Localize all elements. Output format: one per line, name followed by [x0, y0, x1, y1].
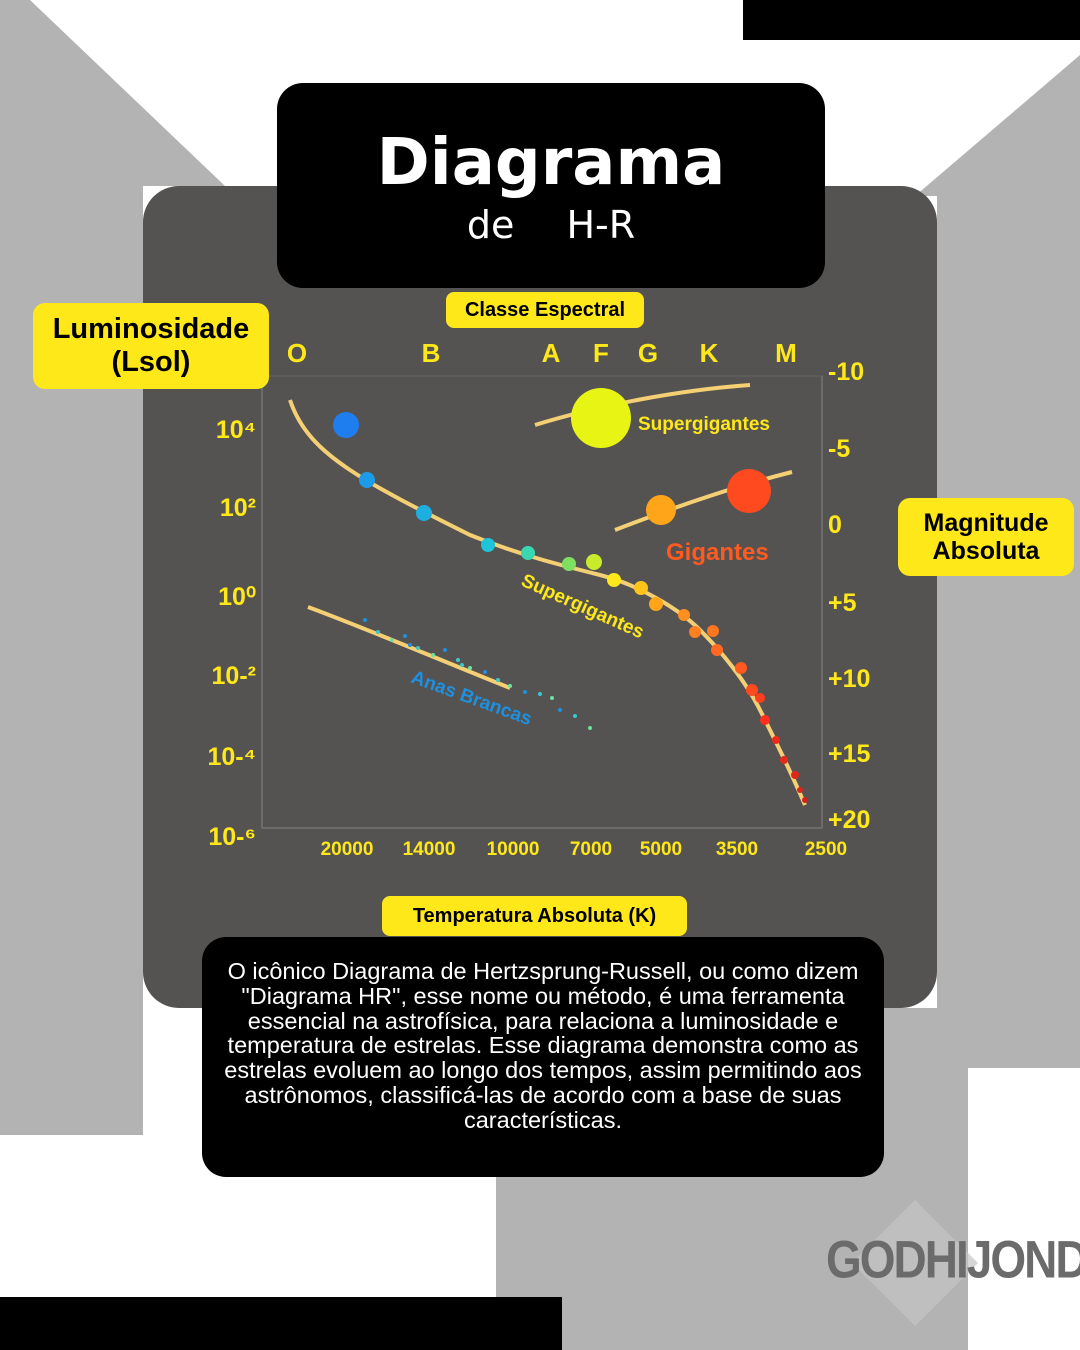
star-point	[760, 715, 770, 725]
spectral-class-B: B	[422, 338, 441, 368]
star-point	[468, 666, 472, 670]
star-point	[646, 495, 676, 525]
star-point	[376, 630, 380, 634]
spectral-class-G: G	[638, 338, 658, 368]
spectral-class-O: O	[287, 338, 307, 368]
temperature-tick: 2500	[805, 839, 847, 860]
star-point	[558, 708, 562, 712]
white-dwarf-curve	[307, 605, 511, 690]
description-text: O icônico Diagrama de Hertzsprung-Russel…	[224, 958, 862, 1133]
star-point	[456, 658, 460, 662]
star-point	[496, 678, 500, 682]
temperature-tick: 10000	[487, 839, 540, 860]
main-sequence-curve	[288, 399, 807, 806]
star-point	[363, 618, 367, 622]
star-point	[689, 626, 701, 638]
region-label-supergiants-top: Supergigantes	[638, 414, 770, 435]
star-point	[416, 646, 420, 650]
page-title: Diagrama	[376, 126, 726, 200]
star-point	[521, 546, 535, 560]
temperature-tick: 5000	[640, 839, 682, 860]
star-point	[772, 736, 780, 744]
star-point	[607, 573, 621, 587]
region-label-giants: Gigantes	[666, 539, 769, 566]
star-point	[431, 653, 435, 657]
star-point	[483, 670, 487, 674]
star-point	[780, 756, 788, 764]
magnitude-tick: 0	[828, 511, 842, 539]
title-box: Diagrama de H-R	[277, 83, 825, 288]
magnitude-tick: +5	[828, 589, 857, 617]
luminosity-tick: 10²	[220, 494, 256, 522]
star-point	[523, 690, 527, 694]
star-point	[416, 505, 432, 521]
magnitude-tick: +10	[828, 665, 870, 693]
temperature-axis-label: Temperatura Absoluta (K)	[382, 896, 687, 936]
luminosity-tick: 10-⁶	[208, 823, 256, 851]
spectral-class-label: Classe Espectral	[446, 292, 644, 328]
star-point	[550, 696, 554, 700]
temperature-tick: 7000	[570, 839, 612, 860]
temperature-tick: 3500	[716, 839, 758, 860]
star-point	[727, 469, 771, 513]
star-point	[390, 638, 394, 642]
star-point	[634, 581, 648, 595]
star-point	[571, 388, 631, 448]
star-point	[746, 684, 758, 696]
star-point	[443, 648, 447, 652]
temperature-tick: 14000	[403, 839, 456, 860]
spectral-class-F: F	[593, 338, 609, 368]
temperature-tick: 20000	[321, 839, 374, 860]
luminosity-axis-label: Luminosidade (Lsol)	[33, 303, 269, 389]
logo-diamond	[852, 1200, 978, 1326]
star-point	[791, 771, 799, 779]
magnitude-axis-label: Magnitude Absoluta	[898, 498, 1074, 576]
luminosity-tick: 10-²	[212, 662, 256, 690]
luminosity-tick: 10-⁴	[208, 743, 257, 771]
star-point	[735, 662, 747, 674]
star-point	[678, 609, 690, 621]
page-subtitle: de H-R	[466, 203, 636, 247]
star-point	[359, 472, 375, 488]
magnitude-tick: -5	[828, 435, 850, 463]
star-point	[797, 787, 803, 793]
star-point	[707, 625, 719, 637]
star-point	[333, 412, 359, 438]
giant-curve	[614, 470, 793, 532]
star-point	[538, 692, 542, 696]
star-point	[403, 634, 407, 638]
region-label-white-dwarfs: Anas Brancas	[408, 667, 534, 730]
spectral-class-M: M	[775, 338, 797, 368]
star-point	[802, 797, 808, 803]
star-point	[508, 684, 512, 688]
star-point	[481, 538, 495, 552]
luminosity-tick: 10⁴	[216, 416, 256, 444]
supergiant-curve	[534, 383, 751, 427]
star-point	[711, 644, 723, 656]
star-point	[588, 726, 592, 730]
description-box: O icônico Diagrama de Hertzsprung-Russel…	[202, 937, 884, 1177]
star-point	[586, 554, 602, 570]
star-point	[562, 557, 576, 571]
star-point	[408, 643, 412, 647]
star-point	[460, 663, 464, 667]
star-point	[573, 714, 577, 718]
region-label-supergiants-main: Supergigantes	[518, 570, 647, 643]
magnitude-tick: -10	[828, 358, 864, 386]
magnitude-tick: +15	[828, 740, 871, 768]
star-point	[649, 597, 663, 611]
brand-logo: GODHIJOND	[826, 1229, 1080, 1289]
spectral-class-A: A	[542, 338, 561, 368]
magnitude-tick: +20	[828, 806, 870, 834]
star-point	[755, 693, 765, 703]
luminosity-tick: 10⁰	[218, 583, 256, 611]
spectral-class-K: K	[700, 338, 719, 368]
